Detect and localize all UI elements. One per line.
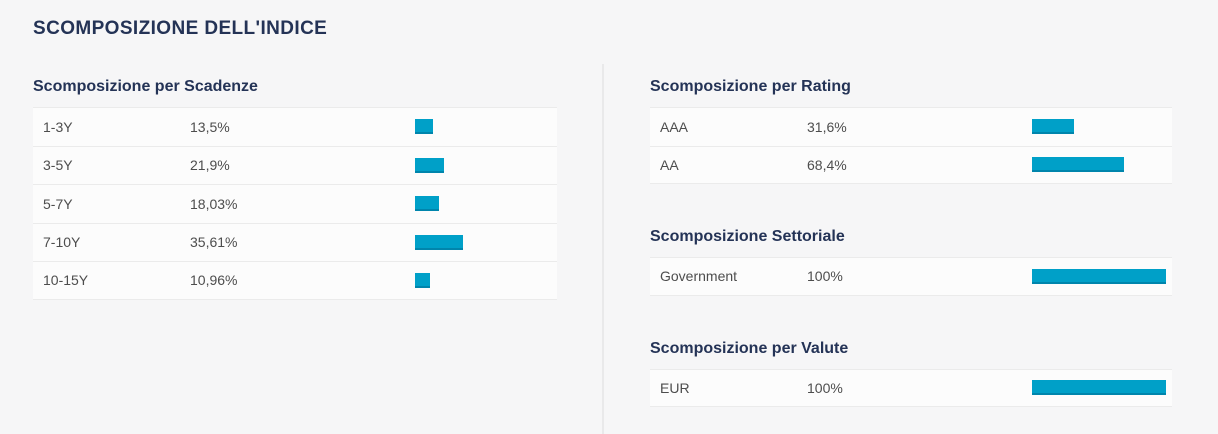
bar-track: [1032, 268, 1172, 284]
table-row: Government 100%: [650, 257, 1172, 296]
sector-table: Government 100%: [650, 257, 1172, 296]
table-row: 7-10Y 35,61%: [33, 222, 557, 261]
percentage-bar: [415, 119, 434, 135]
row-label: 7-10Y: [43, 234, 81, 251]
row-label: 1-3Y: [43, 118, 73, 135]
bar-track: [415, 234, 557, 250]
bar-track: [1032, 157, 1172, 173]
percentage-bar: [1032, 380, 1166, 396]
bar-track: [415, 119, 557, 135]
row-value: 35,61%: [190, 234, 238, 251]
row-value: 10,96%: [190, 272, 238, 289]
percentage-bar: [415, 196, 440, 212]
row-label: 5-7Y: [43, 195, 73, 212]
bar-track: [1032, 380, 1172, 396]
percentage-bar: [415, 234, 463, 250]
bar-track: [415, 157, 557, 173]
sector-section-title: Scomposizione Settoriale: [650, 228, 845, 245]
bar-track: [415, 272, 557, 288]
maturities-section: Scomposizione per Scadenze 1-3Y 13,5% 3-…: [33, 77, 557, 300]
row-label: EUR: [660, 379, 690, 396]
rating-table: AAA 31,6% AA 68,4%: [650, 107, 1172, 184]
row-value: 31,6%: [807, 118, 847, 135]
currency-section: Scomposizione per Valute EUR 100%: [650, 339, 1172, 407]
rating-section: Scomposizione per Rating AAA 31,6% AA 68…: [650, 77, 1172, 184]
row-label: Government: [660, 268, 738, 285]
maturities-table: 1-3Y 13,5% 3-5Y 21,9% 5-7Y 18,03% 7-10Y …: [33, 107, 557, 300]
row-value: 21,9%: [190, 157, 230, 174]
table-row: 1-3Y 13,5%: [33, 107, 557, 146]
currency-section-title: Scomposizione per Valute: [650, 339, 849, 357]
percentage-bar: [415, 272, 430, 288]
column-divider: [602, 64, 604, 434]
row-label: 3-5Y: [43, 157, 73, 174]
percentage-bar: [415, 157, 445, 173]
sector-section: Scomposizione Settoriale Government 100%: [650, 227, 1172, 296]
row-value: 100%: [807, 268, 843, 285]
table-row: AAA 31,6%: [650, 107, 1172, 146]
row-value: 100%: [807, 379, 843, 396]
page-title: SCOMPOSIZIONE DELL'INDICE: [33, 18, 328, 39]
bar-track: [415, 196, 557, 212]
row-value: 13,5%: [190, 118, 230, 135]
percentage-bar: [1032, 157, 1124, 173]
rating-section-title: Scomposizione per Rating: [650, 78, 851, 95]
row-label: AAA: [660, 118, 689, 135]
table-row: 5-7Y 18,03%: [33, 184, 557, 223]
table-row: 3-5Y 21,9%: [33, 145, 557, 184]
row-value: 18,03%: [190, 195, 238, 212]
maturities-section-title: Scomposizione per Scadenze: [33, 78, 258, 95]
currency-table: EUR 100%: [650, 368, 1172, 407]
percentage-bar: [1032, 119, 1075, 135]
table-row: AA 68,4%: [650, 145, 1172, 184]
percentage-bar: [1032, 268, 1166, 284]
table-row: EUR 100%: [650, 368, 1172, 407]
maturities-column: Scomposizione per Scadenze 1-3Y 13,5% 3-…: [33, 77, 557, 300]
breakdowns-column: Scomposizione per Rating AAA 31,6% AA 68…: [650, 77, 1172, 407]
table-row: 10-15Y 10,96%: [33, 261, 557, 300]
row-value: 68,4%: [807, 156, 847, 173]
row-label: AA: [660, 156, 679, 173]
row-label: 10-15Y: [43, 272, 89, 289]
bar-track: [1032, 119, 1172, 135]
